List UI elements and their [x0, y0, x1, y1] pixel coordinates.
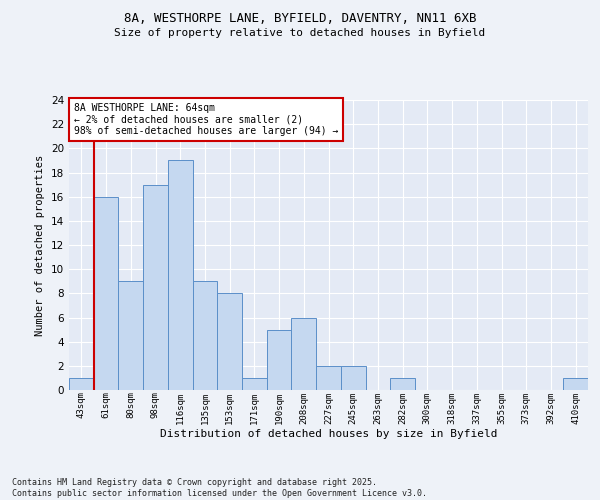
Bar — [267, 330, 292, 390]
Bar — [292, 318, 316, 390]
Text: 8A WESTHORPE LANE: 64sqm
← 2% of detached houses are smaller (2)
98% of semi-det: 8A WESTHORPE LANE: 64sqm ← 2% of detache… — [74, 103, 338, 136]
Bar — [563, 378, 588, 390]
Bar — [193, 281, 217, 390]
Bar — [118, 281, 143, 390]
Bar — [94, 196, 118, 390]
Bar — [143, 184, 168, 390]
Bar — [316, 366, 341, 390]
Text: Size of property relative to detached houses in Byfield: Size of property relative to detached ho… — [115, 28, 485, 38]
Text: 8A, WESTHORPE LANE, BYFIELD, DAVENTRY, NN11 6XB: 8A, WESTHORPE LANE, BYFIELD, DAVENTRY, N… — [124, 12, 476, 26]
Bar — [217, 294, 242, 390]
Y-axis label: Number of detached properties: Number of detached properties — [35, 154, 46, 336]
Bar — [390, 378, 415, 390]
Bar — [168, 160, 193, 390]
X-axis label: Distribution of detached houses by size in Byfield: Distribution of detached houses by size … — [160, 429, 497, 439]
Bar — [69, 378, 94, 390]
Bar — [341, 366, 365, 390]
Bar — [242, 378, 267, 390]
Text: Contains HM Land Registry data © Crown copyright and database right 2025.
Contai: Contains HM Land Registry data © Crown c… — [12, 478, 427, 498]
